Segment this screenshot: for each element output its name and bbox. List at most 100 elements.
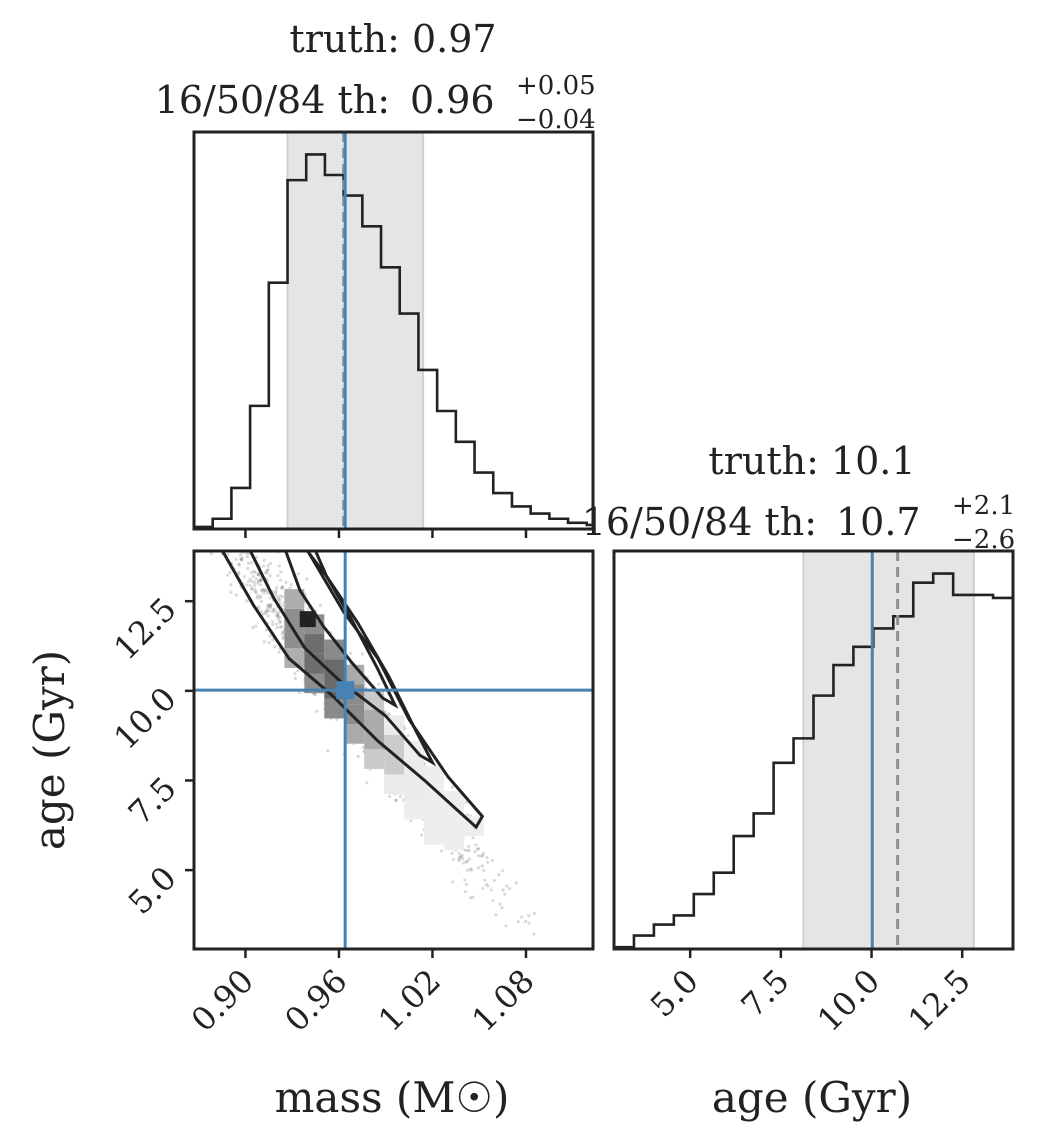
- scatter-point: [259, 577, 263, 581]
- age-histogram-bin: [714, 873, 734, 949]
- scatter-point: [439, 849, 444, 853]
- scatter-point: [467, 849, 471, 853]
- scatter-point: [482, 868, 486, 872]
- scatter-point: [231, 545, 234, 548]
- age-histogram-bin: [654, 925, 674, 949]
- mass-title-truth: truth: 0.97: [289, 17, 496, 61]
- scatter-point: [226, 573, 230, 577]
- scatter-point: [464, 800, 468, 804]
- age-histogram-bin: [973, 595, 993, 949]
- scatter-point: [272, 607, 276, 612]
- scatter-point: [465, 848, 469, 852]
- scatter-point: [268, 603, 272, 607]
- density-cell: [324, 698, 345, 719]
- scatter-point: [388, 794, 392, 798]
- scatter-point: [296, 572, 300, 576]
- scatter-point: [266, 604, 270, 608]
- scatter-point: [234, 593, 238, 597]
- scatter-point: [280, 586, 284, 590]
- scatter-point: [293, 676, 297, 681]
- scatter-point: [268, 634, 272, 638]
- density-cell: [424, 785, 444, 806]
- scatter-point: [237, 563, 242, 567]
- scatter-point: [257, 578, 262, 583]
- contour-inner: [284, 551, 399, 709]
- scatter-point: [269, 604, 273, 609]
- scatter-point: [252, 569, 256, 574]
- mass-histogram-bin: [250, 406, 269, 529]
- scatter-point: [420, 833, 424, 837]
- x-axis-label-mass: mass (M☉): [275, 1073, 510, 1122]
- mass-histogram-panel: [192, 130, 595, 538]
- scatter-point: [480, 864, 484, 868]
- scatter-point: [271, 638, 275, 642]
- scatter-point: [524, 919, 528, 924]
- scatter-point: [137, 452, 140, 455]
- mass-histogram-bin: [549, 519, 568, 529]
- scatter-point: [318, 603, 322, 608]
- scatter-point: [246, 580, 251, 584]
- scatter-point: [278, 620, 282, 624]
- scatter-point: [278, 615, 282, 619]
- scatter-point: [262, 591, 266, 595]
- mass-quantile-band: [286, 132, 425, 529]
- scatter-point: [198, 521, 201, 524]
- scatter-point: [335, 717, 339, 722]
- scatter-point: [275, 614, 279, 619]
- density-cell: [384, 754, 405, 775]
- age-histogram-bin: [853, 647, 873, 949]
- scatter-point: [197, 485, 200, 488]
- scatter-point: [271, 608, 275, 612]
- scatter-point: [250, 586, 254, 590]
- age-histogram-bin: [754, 813, 774, 949]
- scatter-point: [481, 851, 486, 856]
- scatter-point: [263, 610, 267, 615]
- scatter-point: [256, 594, 260, 598]
- scatter-point: [277, 564, 281, 568]
- mass-histogram-bin: [325, 175, 344, 529]
- scatter-point: [461, 861, 465, 865]
- scatter-point: [394, 798, 398, 803]
- scatter-point: [253, 590, 257, 594]
- scatter-point: [361, 745, 365, 750]
- scatter-point: [394, 798, 398, 802]
- scatter-point: [500, 906, 504, 910]
- scatter-point: [230, 538, 233, 541]
- density-cell: [424, 765, 444, 786]
- scatter-point: [296, 669, 300, 673]
- scatter-point: [210, 489, 213, 492]
- age-x-tick-label: 5.0: [643, 962, 706, 1025]
- scatter-point: [398, 794, 403, 798]
- scatter-point: [253, 584, 257, 588]
- scatter-point: [162, 474, 165, 477]
- mass-histogram-bin: [231, 488, 250, 529]
- scatter-point: [476, 854, 481, 858]
- scatter-point: [239, 557, 243, 561]
- scatter-point: [171, 495, 174, 498]
- scatter-point: [501, 888, 505, 892]
- scatter-point: [170, 471, 173, 474]
- density-cell: [344, 723, 365, 744]
- age-title-quantile-prefix: 16/50/84 th:: [582, 500, 817, 544]
- mass-histogram-bin: [306, 154, 325, 529]
- scatter-point: [451, 880, 455, 884]
- age-histogram-bin: [873, 628, 893, 949]
- x-axis-label-age: age (Gyr): [712, 1073, 912, 1122]
- age-histogram-bin: [953, 595, 973, 949]
- age-x-tick-label: 10.0: [810, 962, 887, 1039]
- scatter-point: [268, 605, 272, 610]
- scatter-point: [249, 571, 253, 575]
- scatter-point: [256, 572, 260, 576]
- density-cell: [324, 659, 345, 680]
- scatter-point: [281, 604, 285, 608]
- scatter-point: [474, 843, 478, 847]
- density-cell: [443, 791, 464, 811]
- density-cell: [404, 799, 425, 820]
- mass-title-median: 0.96: [410, 78, 495, 122]
- scatter-point: [245, 566, 250, 570]
- scatter-point: [457, 851, 461, 855]
- scatter-point: [273, 644, 277, 649]
- scatter-point: [281, 595, 285, 599]
- scatter-point: [520, 915, 524, 919]
- scatter-point: [266, 591, 270, 596]
